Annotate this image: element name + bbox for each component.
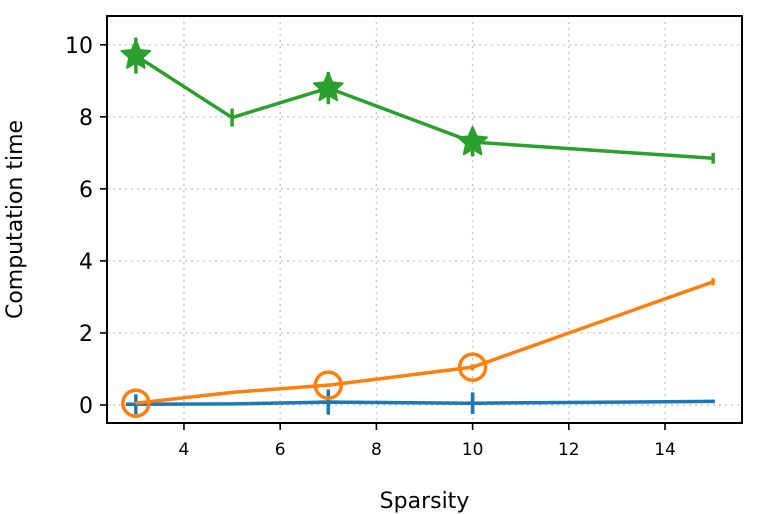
x-tick-label: 12 [558,440,580,460]
x-tick-label: 4 [179,440,190,460]
y-tick-label: 0 [79,394,93,419]
grid [107,16,742,423]
series-line [134,54,714,161]
data-point [462,393,483,414]
x-axis-title: Sparsity [380,489,470,514]
series-layer [120,37,715,418]
y-tick-label: 4 [79,250,93,275]
data-point [313,72,344,102]
series-2 [121,278,715,418]
x-tick-label: 6 [275,440,286,460]
data-point [457,126,488,156]
series-line [135,280,714,405]
series-3 [120,37,715,164]
series-line [135,399,714,407]
y-tick-label: 6 [79,178,93,203]
axis-ticks: 4 6 8 10 12 14 0 2 4 6 8 10 [65,34,676,460]
y-tick-label: 2 [79,322,93,347]
x-tick-label: 8 [371,440,382,460]
data-point [120,39,152,69]
series-1 [125,389,715,415]
data-point [125,394,146,415]
y-axis-title: Computation time [3,120,28,319]
y-tick-label: 10 [65,34,93,59]
data-point [318,392,339,413]
data-point [313,370,344,400]
y-tick-label: 8 [79,106,93,131]
x-tick-label: 10 [462,440,484,460]
x-tick-label: 14 [654,440,676,460]
data-point [457,352,488,382]
data-point [121,388,151,418]
plot-area-frame [106,15,743,424]
